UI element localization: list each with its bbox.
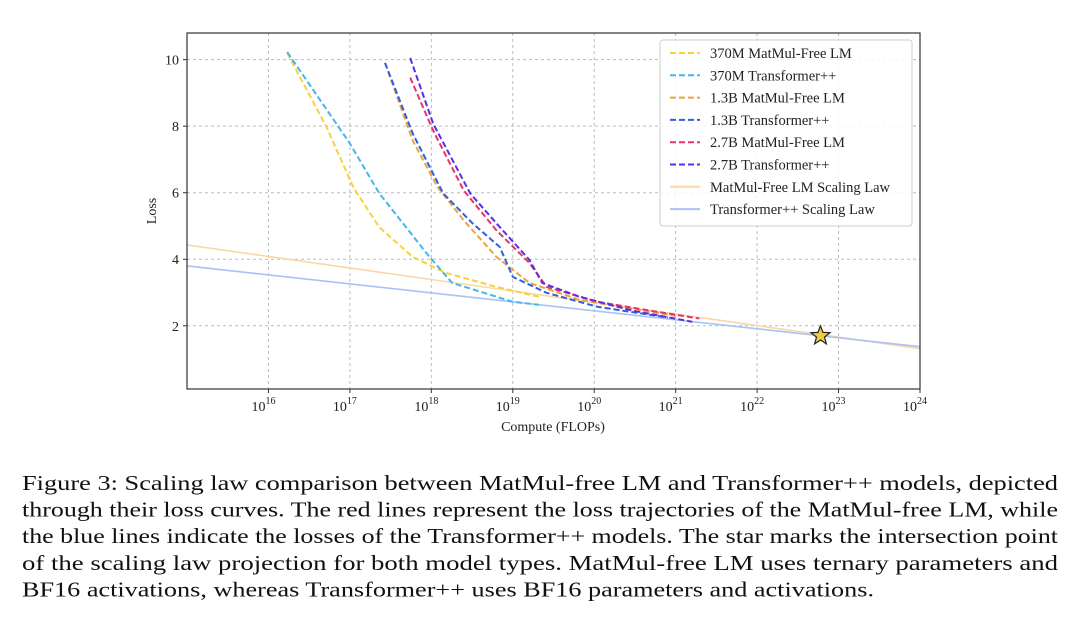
caption-line: the blue lines indicate the losses of th…: [22, 524, 1058, 548]
legend-entry: 1.3B MatMul-Free LM: [710, 91, 845, 107]
series-line-370m-transformer-: [286, 51, 540, 306]
legend-entry: 2.7B Transformer++: [710, 158, 829, 174]
series-line-transformer-scaling-law: [186, 265, 921, 348]
caption-line: Figure 3: Scaling law comparison between…: [22, 471, 1058, 495]
legend: 370M MatMul-Free LM 370M Transformer++ 1.3…: [659, 39, 913, 227]
plot-frame: [186, 32, 921, 390]
series-line-matmul-free-lm-scaling-law: [186, 244, 921, 350]
legend-entry: MatMul-Free LM Scaling Law: [710, 180, 891, 196]
legend-entry: 1.3B Transformer++: [710, 113, 829, 129]
caption-line: BF16 activations, whereas Transformer++ …: [22, 577, 874, 601]
x-axis-label: Compute (FLOPs): [501, 420, 605, 435]
series-line-1-3b-transformer-: [384, 62, 668, 319]
ticks: 1016 1017 1018 1019 1020 1021 1022 1023 1024 2 4 6 8…: [165, 54, 927, 415]
x-tick-label: 1019: [496, 396, 520, 415]
caption-line: of the scaling law projection for both m…: [22, 551, 1058, 575]
series-line-2-7b-transformer-: [409, 57, 693, 323]
legend-entry: 370M MatMul-Free LM: [710, 46, 852, 62]
x-tick-label: 1020: [577, 396, 601, 415]
grid: [187, 33, 921, 389]
y-tick-label: 6: [172, 187, 179, 202]
x-tick-label: 1022: [740, 396, 764, 415]
series-line-370m-matmul-free-lm: [286, 52, 540, 298]
y-axis-label: Loss: [145, 198, 160, 224]
star-marker-icon: [809, 324, 832, 346]
legend-entry: 2.7B MatMul-Free LM: [710, 135, 845, 151]
figure-caption: Figure 3: Scaling law comparison between…: [22, 471, 1058, 601]
y-tick-label: 10: [165, 54, 179, 69]
series-layer: [186, 51, 921, 350]
x-tick-label: 1018: [414, 396, 438, 415]
y-tick-label: 2: [172, 320, 179, 335]
legend-entry: Transformer++ Scaling Law: [710, 202, 875, 218]
legend-box: [659, 39, 913, 227]
legend-entry: 370M Transformer++: [710, 68, 836, 84]
series-line-1-3b-matmul-free-lm: [384, 62, 676, 317]
y-tick-label: 4: [172, 253, 179, 268]
x-tick-label: 1016: [251, 396, 275, 415]
x-tick-label: 1017: [333, 396, 357, 415]
caption-line: through their loss curves. The red lines…: [22, 498, 1058, 522]
x-tick-label: 1023: [822, 396, 846, 415]
x-tick-label: 1024: [903, 396, 927, 415]
y-tick-label: 8: [172, 120, 179, 135]
x-tick-label: 1021: [659, 396, 683, 415]
